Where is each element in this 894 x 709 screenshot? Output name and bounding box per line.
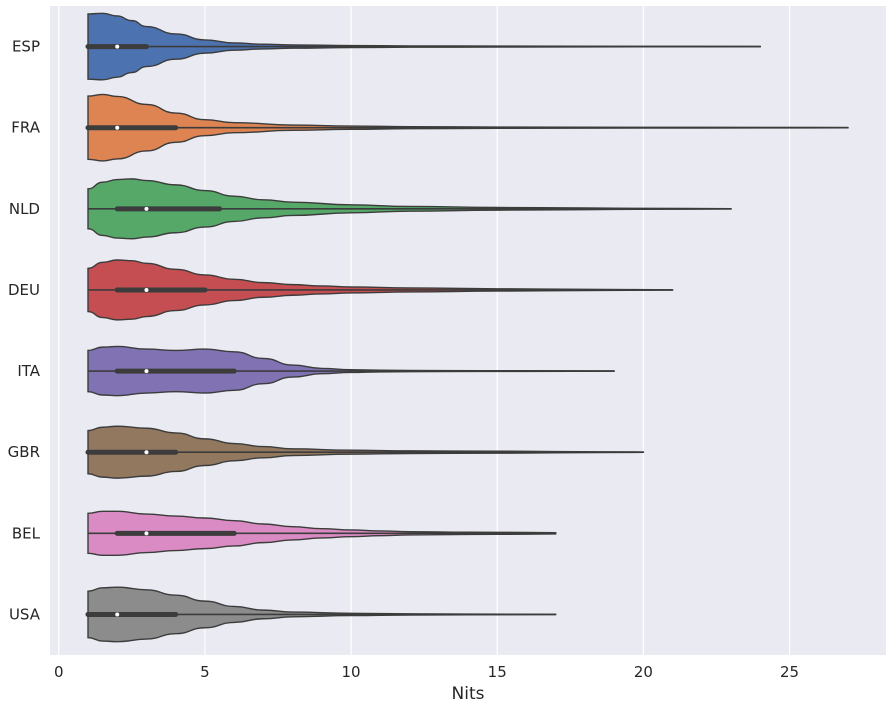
y-tick-label: GBR: [8, 443, 40, 461]
median-point: [115, 612, 120, 617]
median-point: [144, 206, 149, 211]
y-tick-label: FRA: [11, 119, 40, 137]
violins: [85, 12, 849, 643]
violin-fra: [85, 93, 849, 162]
median-point: [115, 125, 120, 130]
violin-gbr: [85, 425, 645, 479]
x-axis-label: Nits: [452, 684, 485, 704]
median-point: [144, 450, 149, 455]
violin-nld: [87, 178, 732, 240]
y-tick-label: BEL: [12, 524, 41, 542]
violin-deu: [87, 259, 674, 321]
violin-esp: [85, 12, 762, 81]
x-tick-label: 25: [780, 663, 799, 681]
y-tick-labels: ESP FRA NLD DEU ITA GBR BEL USA: [8, 38, 41, 624]
violin-bel: [87, 510, 557, 556]
x-tick-labels: 0 5 10 15 20 25: [54, 663, 799, 681]
median-point: [144, 369, 149, 374]
x-tick-label: 15: [488, 663, 507, 681]
x-tick-label: 5: [200, 663, 210, 681]
x-tick-label: 20: [634, 663, 653, 681]
x-tick-label: 10: [342, 663, 361, 681]
violin-ita: [87, 345, 615, 397]
y-tick-label: NLD: [9, 200, 40, 218]
plot-area: [50, 6, 886, 655]
median-point: [115, 44, 120, 49]
y-tick-label: ESP: [12, 38, 40, 56]
x-tick-label: 0: [54, 663, 64, 681]
y-tick-label: DEU: [8, 281, 40, 299]
violin-usa: [85, 586, 557, 643]
y-tick-label: USA: [9, 605, 41, 623]
grid-lines: [58, 6, 791, 655]
median-point: [144, 287, 149, 292]
median-point: [144, 531, 149, 536]
y-tick-label: ITA: [17, 362, 40, 380]
